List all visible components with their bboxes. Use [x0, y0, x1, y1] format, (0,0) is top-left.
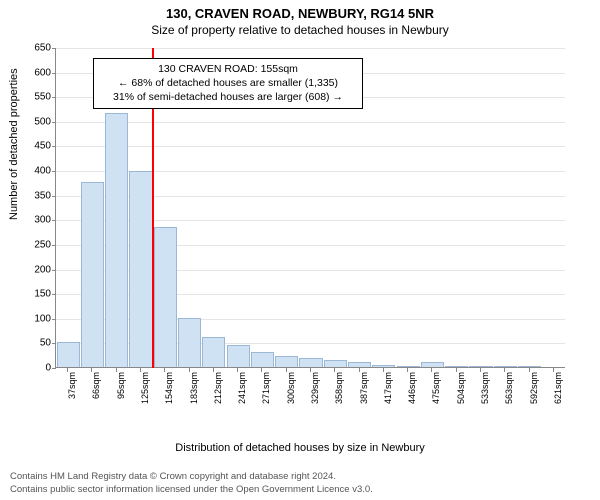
ytick-label: 450 — [21, 141, 51, 152]
xtick-label: 563sqm — [504, 372, 514, 412]
ytick-mark — [52, 48, 56, 49]
ytick-label: 150 — [21, 289, 51, 300]
ytick-label: 600 — [21, 67, 51, 78]
histogram-bar — [227, 345, 250, 367]
histogram-bar — [299, 358, 322, 367]
xtick-label: 154sqm — [164, 372, 174, 412]
xtick-label: 66sqm — [91, 372, 101, 412]
footer: Contains HM Land Registry data © Crown c… — [10, 471, 373, 496]
histogram-bar — [129, 171, 152, 367]
histogram-bar — [469, 366, 492, 367]
xtick-label: 358sqm — [334, 372, 344, 412]
ytick-label: 550 — [21, 92, 51, 103]
histogram-bar — [445, 366, 468, 367]
histogram-bar — [494, 366, 517, 367]
histogram-bar — [105, 113, 128, 367]
histogram-bar — [154, 227, 177, 367]
ytick-label: 650 — [21, 43, 51, 54]
histogram-bar — [518, 366, 541, 367]
ytick-mark — [52, 171, 56, 172]
ytick-mark — [52, 196, 56, 197]
info-line-3: 31% of semi-detached houses are larger (… — [100, 90, 356, 104]
footer-line-2: Contains public sector information licen… — [10, 484, 373, 496]
xtick-label: 271sqm — [261, 372, 271, 412]
gridline — [56, 146, 565, 147]
ytick-label: 500 — [21, 116, 51, 127]
ytick-label: 200 — [21, 264, 51, 275]
gridline — [56, 122, 565, 123]
xtick-label: 446sqm — [407, 372, 417, 412]
histogram-bar — [397, 366, 420, 367]
histogram-bar — [275, 356, 298, 367]
xtick-label: 241sqm — [237, 372, 247, 412]
xtick-label: 183sqm — [189, 372, 199, 412]
xtick-label: 329sqm — [310, 372, 320, 412]
ytick-label: 50 — [21, 338, 51, 349]
xtick-label: 417sqm — [383, 372, 393, 412]
ytick-label: 0 — [21, 363, 51, 374]
xtick-label: 475sqm — [431, 372, 441, 412]
ytick-label: 250 — [21, 239, 51, 250]
page-title: 130, CRAVEN ROAD, NEWBURY, RG14 5NR — [0, 0, 600, 21]
info-line-1: 130 CRAVEN ROAD: 155sqm — [100, 62, 356, 76]
y-axis-label: Number of detached properties — [8, 68, 20, 220]
xtick-label: 212sqm — [213, 372, 223, 412]
ytick-mark — [52, 73, 56, 74]
histogram-bar — [202, 337, 225, 367]
xtick-label: 300sqm — [286, 372, 296, 412]
gridline — [56, 48, 565, 49]
histogram-bar — [178, 318, 201, 367]
page-subtitle: Size of property relative to detached ho… — [0, 21, 600, 37]
ytick-mark — [52, 146, 56, 147]
xtick-label: 95sqm — [116, 372, 126, 412]
xtick-label: 125sqm — [140, 372, 150, 412]
ytick-mark — [52, 220, 56, 221]
ytick-mark — [52, 97, 56, 98]
ytick-mark — [52, 343, 56, 344]
ytick-label: 400 — [21, 166, 51, 177]
xtick-label: 504sqm — [456, 372, 466, 412]
histogram-bar — [57, 342, 80, 367]
ytick-mark — [52, 368, 56, 369]
ytick-mark — [52, 270, 56, 271]
histogram-bar — [372, 365, 395, 367]
xtick-label: 621sqm — [553, 372, 563, 412]
xtick-label: 387sqm — [359, 372, 369, 412]
ytick-mark — [52, 122, 56, 123]
footer-line-1: Contains HM Land Registry data © Crown c… — [10, 471, 373, 483]
info-line-2: ← 68% of detached houses are smaller (1,… — [100, 76, 356, 90]
histogram-bar — [324, 360, 347, 367]
info-box: 130 CRAVEN ROAD: 155sqm ← 68% of detache… — [93, 58, 363, 109]
ytick-mark — [52, 245, 56, 246]
ytick-mark — [52, 319, 56, 320]
histogram-bar — [421, 362, 444, 367]
xtick-label: 533sqm — [480, 372, 490, 412]
chart-area: 130 CRAVEN ROAD: 155sqm ← 68% of detache… — [55, 48, 565, 398]
ytick-label: 100 — [21, 313, 51, 324]
histogram-bar — [251, 352, 274, 367]
histogram-bar — [348, 362, 371, 367]
histogram-bar — [81, 182, 104, 367]
xtick-label: 592sqm — [529, 372, 539, 412]
x-axis-label: Distribution of detached houses by size … — [0, 442, 600, 454]
ytick-mark — [52, 294, 56, 295]
xtick-label: 37sqm — [67, 372, 77, 412]
ytick-label: 350 — [21, 190, 51, 201]
ytick-label: 300 — [21, 215, 51, 226]
